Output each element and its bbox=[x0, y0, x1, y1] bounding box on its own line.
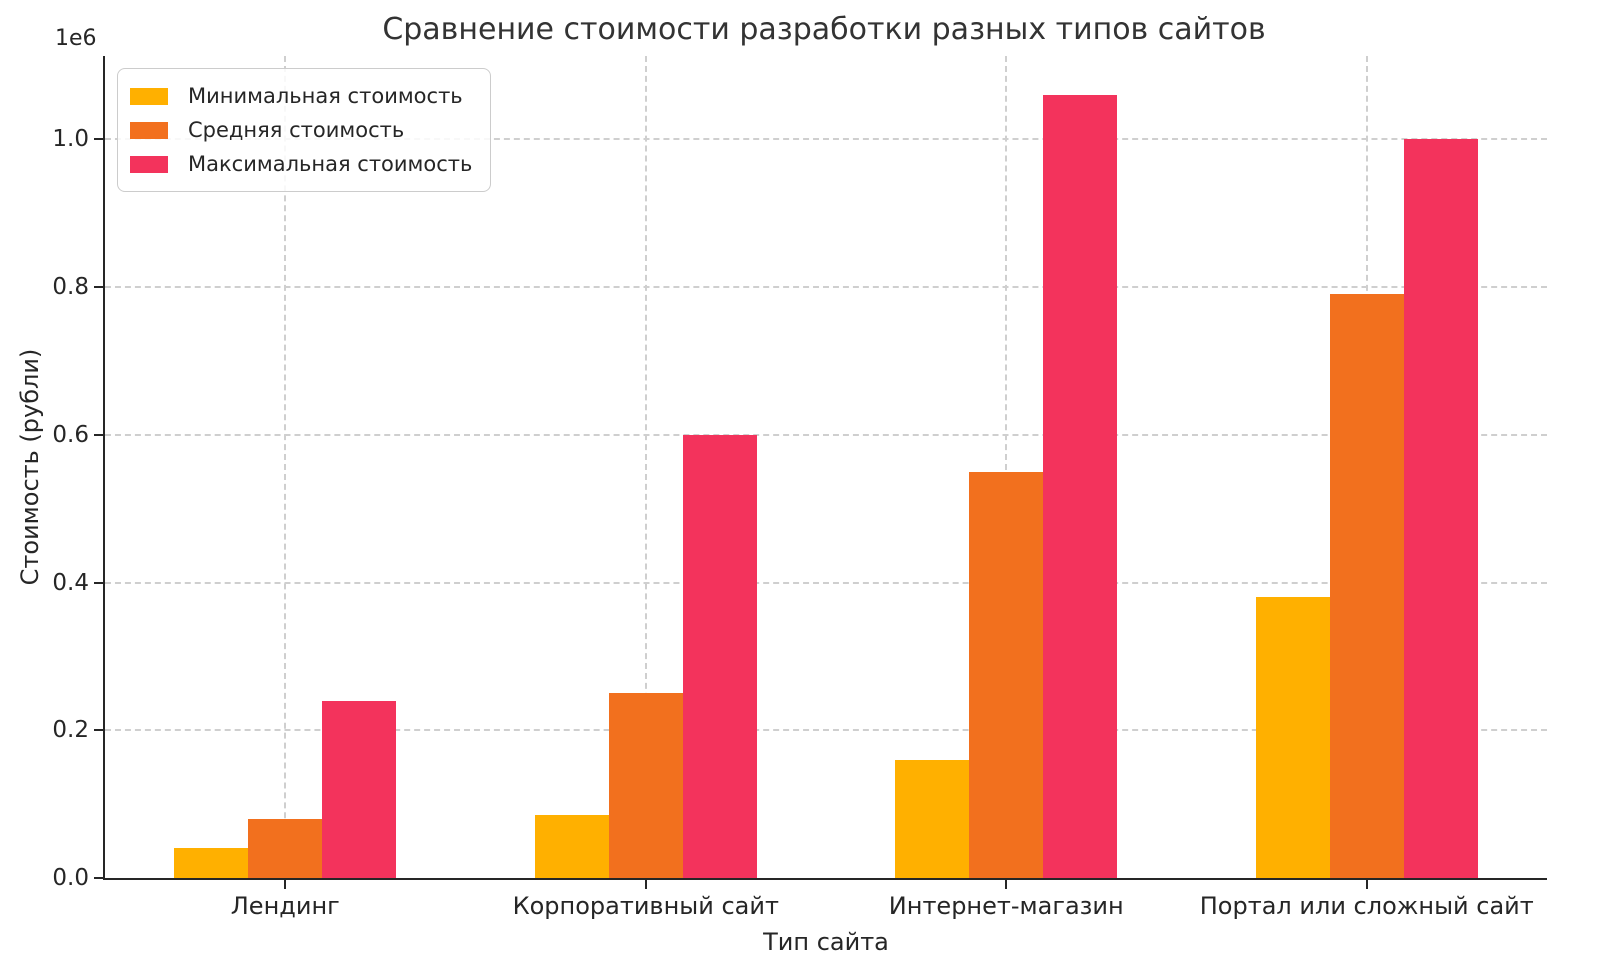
bar-min bbox=[174, 848, 249, 878]
bar-avg bbox=[1329, 294, 1404, 878]
y-gridline bbox=[105, 729, 1547, 732]
y-tick-label: 0.2 bbox=[52, 717, 89, 744]
bar-max bbox=[1043, 94, 1118, 878]
legend-swatch-max bbox=[130, 155, 168, 173]
y-tick-mark bbox=[94, 433, 103, 436]
x-tick-label: Лендинг bbox=[230, 892, 340, 920]
legend-entry: Минимальная стоимость bbox=[130, 79, 472, 113]
bar-min bbox=[1255, 597, 1330, 878]
bar-avg bbox=[969, 471, 1044, 878]
legend-swatch-avg bbox=[130, 121, 168, 139]
y-tick-mark bbox=[94, 729, 103, 732]
bar-avg bbox=[248, 818, 323, 878]
y-axis-label: Стоимость (рубли) bbox=[16, 348, 44, 586]
y-gridline bbox=[105, 433, 1547, 436]
x-tick-mark bbox=[1005, 880, 1008, 889]
x-tick-label: Интернет-магазин bbox=[888, 892, 1124, 920]
bar-max bbox=[322, 700, 397, 878]
x-tick-mark bbox=[1365, 880, 1368, 889]
legend-entry: Максимальная стоимость bbox=[130, 147, 472, 181]
y-tick-mark bbox=[94, 877, 103, 879]
y-tick-mark bbox=[94, 138, 103, 141]
x-gridline bbox=[644, 56, 647, 878]
legend-label: Минимальная стоимость bbox=[188, 84, 463, 108]
y-axis-offset-text: 1e6 bbox=[55, 26, 97, 51]
y-gridline bbox=[105, 138, 1547, 141]
x-tick-mark bbox=[284, 880, 287, 889]
y-tick-mark bbox=[94, 581, 103, 584]
x-gridline bbox=[284, 56, 287, 878]
plot-area: 0.0 0.2 0.4 0.6 0.8 1.0 Лендинг Корпоративный с… bbox=[52, 56, 1547, 956]
legend-label: Средняя стоимость bbox=[188, 118, 405, 142]
bar-max bbox=[1403, 139, 1478, 878]
legend-swatch-min bbox=[130, 87, 168, 105]
y-tick-mark bbox=[94, 286, 103, 289]
y-tick-label: 0.6 bbox=[52, 421, 89, 448]
x-tick-label: Портал или сложный сайт bbox=[1199, 892, 1534, 920]
y-gridline bbox=[105, 286, 1547, 289]
y-tick-label: 0.4 bbox=[52, 569, 89, 596]
bar-max bbox=[682, 434, 757, 878]
legend-entry: Средняя стоимость bbox=[130, 113, 472, 147]
x-axis-label: Тип сайта bbox=[763, 928, 889, 956]
bar-min bbox=[534, 815, 609, 878]
y-gridline bbox=[105, 581, 1547, 584]
y-tick-label: 0.0 bbox=[52, 865, 89, 891]
chart-title: Сравнение стоимости разработки разных ти… bbox=[382, 12, 1266, 47]
bar-min bbox=[895, 759, 970, 878]
y-tick-label: 1.0 bbox=[52, 126, 89, 153]
x-tick-mark bbox=[644, 880, 647, 889]
y-tick-label: 0.8 bbox=[52, 274, 89, 301]
x-gridline bbox=[1005, 56, 1008, 878]
legend-label: Максимальная стоимость bbox=[188, 152, 473, 176]
legend: Минимальная стоимость Средняя стоимость … bbox=[117, 68, 492, 192]
x-tick-label: Корпоративный сайт bbox=[512, 892, 779, 920]
bar-avg bbox=[608, 693, 683, 878]
